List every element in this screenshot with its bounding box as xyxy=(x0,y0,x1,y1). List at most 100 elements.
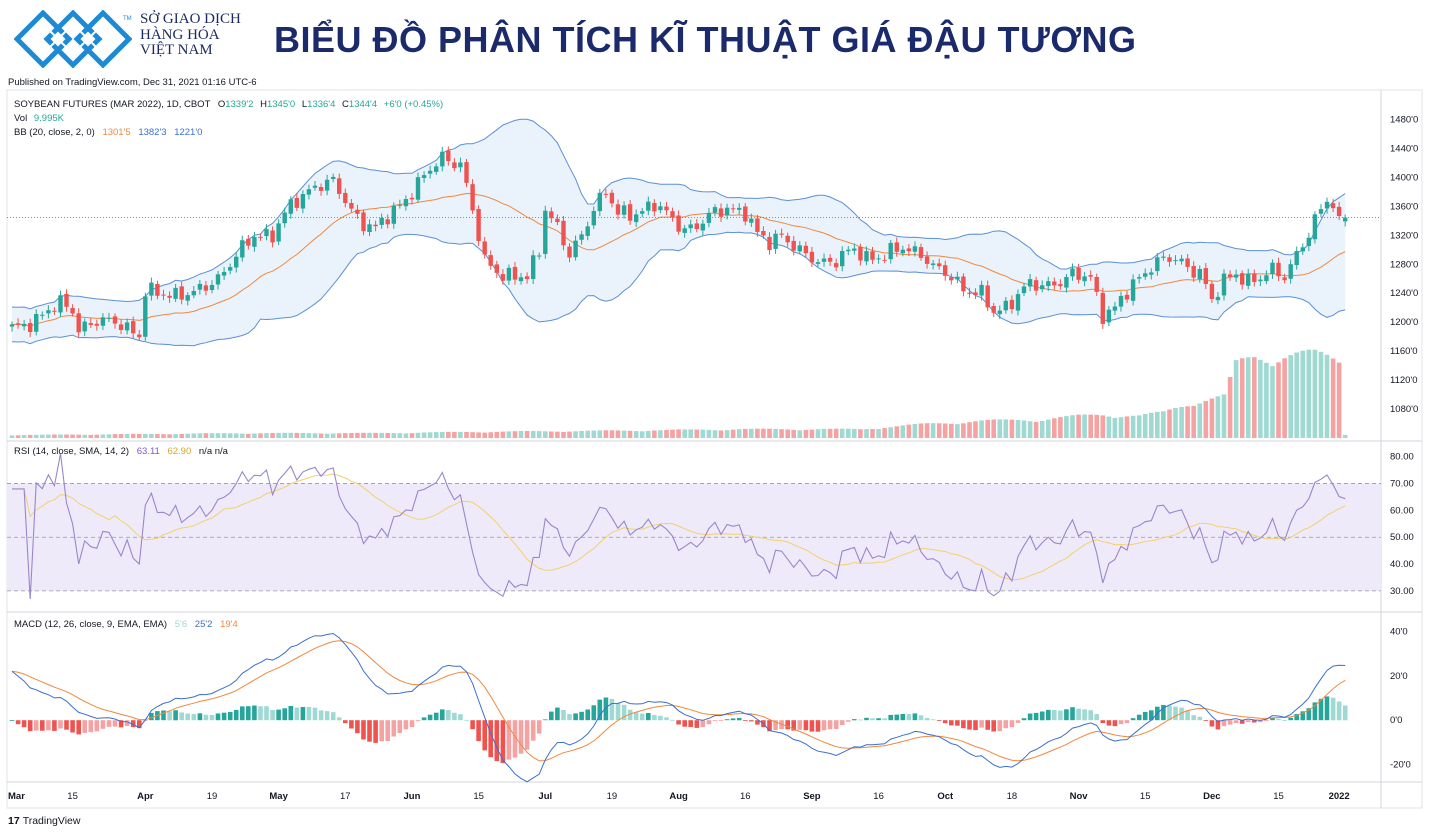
candle[interactable] xyxy=(1306,232,1311,252)
candle[interactable] xyxy=(458,157,463,173)
candle[interactable] xyxy=(549,207,554,224)
candle[interactable] xyxy=(743,203,748,226)
candle[interactable] xyxy=(603,188,609,199)
candle[interactable] xyxy=(1209,280,1215,303)
candle[interactable] xyxy=(21,319,27,331)
candle[interactable] xyxy=(930,259,936,270)
candle[interactable] xyxy=(34,309,39,336)
candle[interactable] xyxy=(591,206,596,229)
candle[interactable] xyxy=(634,209,639,228)
candle[interactable] xyxy=(615,199,621,220)
candle[interactable] xyxy=(282,207,287,228)
candle[interactable] xyxy=(955,271,960,284)
candle[interactable] xyxy=(979,280,984,301)
candle[interactable] xyxy=(470,179,475,215)
candle[interactable] xyxy=(1270,259,1275,279)
candle[interactable] xyxy=(397,199,402,209)
candle[interactable] xyxy=(1100,287,1105,329)
candle[interactable] xyxy=(112,313,118,329)
candle[interactable] xyxy=(561,215,566,251)
candle[interactable] xyxy=(864,246,869,266)
candle[interactable] xyxy=(215,270,221,290)
candle[interactable] xyxy=(1282,273,1287,284)
candle[interactable] xyxy=(506,264,512,285)
candle[interactable] xyxy=(785,232,790,248)
candle[interactable] xyxy=(173,283,178,302)
candle[interactable] xyxy=(512,262,518,285)
candle[interactable] xyxy=(1143,268,1148,280)
candle[interactable] xyxy=(258,233,263,242)
candle[interactable] xyxy=(1252,269,1257,287)
candle[interactable] xyxy=(9,321,15,332)
candle[interactable] xyxy=(343,188,348,208)
candle[interactable] xyxy=(834,258,839,272)
candle[interactable] xyxy=(718,203,724,222)
candle[interactable] xyxy=(94,319,99,331)
candle[interactable] xyxy=(367,219,372,236)
candle[interactable] xyxy=(1300,243,1305,255)
candle[interactable] xyxy=(1227,270,1233,281)
candle[interactable] xyxy=(294,192,299,212)
candle[interactable] xyxy=(524,272,530,284)
candle[interactable] xyxy=(58,290,63,318)
candle[interactable] xyxy=(761,226,766,239)
candle[interactable] xyxy=(131,316,136,339)
candle[interactable] xyxy=(1276,257,1281,281)
candle[interactable] xyxy=(846,246,851,256)
candle[interactable] xyxy=(88,318,93,329)
candle[interactable] xyxy=(1033,276,1039,296)
candle[interactable] xyxy=(70,304,75,317)
candle[interactable] xyxy=(240,235,245,262)
candle[interactable] xyxy=(1021,282,1027,297)
candle[interactable] xyxy=(403,195,409,211)
candle[interactable] xyxy=(803,241,809,259)
candle[interactable] xyxy=(779,228,784,238)
candle[interactable] xyxy=(1082,271,1087,287)
candle[interactable] xyxy=(373,220,378,232)
candle[interactable] xyxy=(409,193,415,205)
candle[interactable] xyxy=(203,280,209,296)
candle[interactable] xyxy=(1015,289,1021,316)
candle[interactable] xyxy=(797,241,802,255)
candle[interactable] xyxy=(1088,270,1093,281)
candle[interactable] xyxy=(585,221,590,241)
candle[interactable] xyxy=(300,190,306,214)
candle[interactable] xyxy=(1312,211,1318,244)
candle[interactable] xyxy=(658,201,663,214)
candle[interactable] xyxy=(52,307,57,316)
candle[interactable] xyxy=(324,174,330,196)
candle[interactable] xyxy=(500,269,506,285)
candle[interactable] xyxy=(252,231,257,252)
candle[interactable] xyxy=(640,208,645,218)
candle[interactable] xyxy=(1040,280,1045,293)
candle[interactable] xyxy=(737,203,742,215)
candle[interactable] xyxy=(1070,263,1075,281)
candle[interactable] xyxy=(1324,197,1330,214)
candle[interactable] xyxy=(1179,254,1184,265)
candle[interactable] xyxy=(706,208,712,228)
candle[interactable] xyxy=(1058,279,1063,290)
candle[interactable] xyxy=(676,210,681,235)
candle[interactable] xyxy=(149,277,154,301)
candle[interactable] xyxy=(64,289,69,312)
candle[interactable] xyxy=(1173,255,1178,265)
candle[interactable] xyxy=(349,199,354,213)
candle[interactable] xyxy=(609,189,615,208)
candle[interactable] xyxy=(961,273,966,297)
candle[interactable] xyxy=(379,213,384,229)
candle[interactable] xyxy=(228,263,233,275)
candle[interactable] xyxy=(46,305,51,319)
candle[interactable] xyxy=(567,243,572,263)
macd-pane[interactable] xyxy=(9,632,1348,783)
candle[interactable] xyxy=(1076,263,1081,284)
candle[interactable] xyxy=(167,291,172,303)
candle[interactable] xyxy=(434,163,439,175)
candle[interactable] xyxy=(1240,270,1245,290)
candle[interactable] xyxy=(1294,246,1299,270)
candle[interactable] xyxy=(694,218,699,233)
candle[interactable] xyxy=(1330,198,1336,213)
candle[interactable] xyxy=(724,203,730,220)
candle[interactable] xyxy=(452,158,457,172)
candle[interactable] xyxy=(1264,270,1269,285)
candle[interactable] xyxy=(858,243,863,266)
